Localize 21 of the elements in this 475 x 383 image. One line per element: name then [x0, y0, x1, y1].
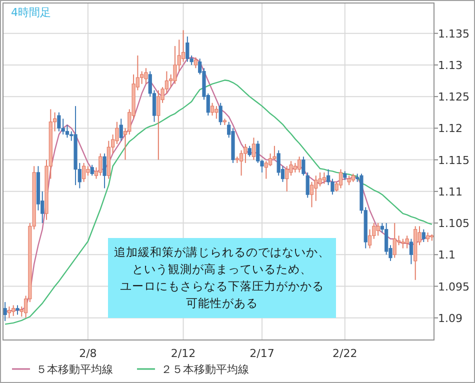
- y-tick-label: 1.095: [438, 280, 470, 294]
- x-tick-label: 2/12: [170, 347, 196, 360]
- y-tick-label: 1.115: [438, 154, 470, 167]
- y-tick-label: 1.135: [438, 27, 470, 40]
- y-tick-label: 1.125: [438, 90, 470, 104]
- annotation: という観測が高まっているため、: [132, 262, 312, 276]
- annotation: 4時間足: [11, 6, 51, 19]
- legend-label: ５本移動平均線: [36, 363, 113, 376]
- y-tick-label: 1.12: [438, 122, 462, 136]
- annotation: ユーロにもさらなる下落圧力がかかる: [120, 279, 324, 293]
- y-tick-label: 1.1: [438, 248, 456, 262]
- annotation: 可能性がある: [186, 296, 258, 310]
- x-tick-label: 2/17: [250, 347, 274, 360]
- y-tick-label: 1.09: [438, 312, 462, 325]
- y-tick-label: 1.105: [438, 217, 470, 230]
- y-tick-label: 1.13: [438, 58, 462, 72]
- x-tick-label: 2/22: [332, 347, 358, 360]
- legend-label: ２５本移動平均線: [161, 363, 249, 376]
- annotation: 追加緩和策が講じられるのではないか、: [114, 245, 330, 259]
- y-tick-label: 1.11: [438, 185, 462, 198]
- x-tick-label: 2/8: [79, 347, 97, 360]
